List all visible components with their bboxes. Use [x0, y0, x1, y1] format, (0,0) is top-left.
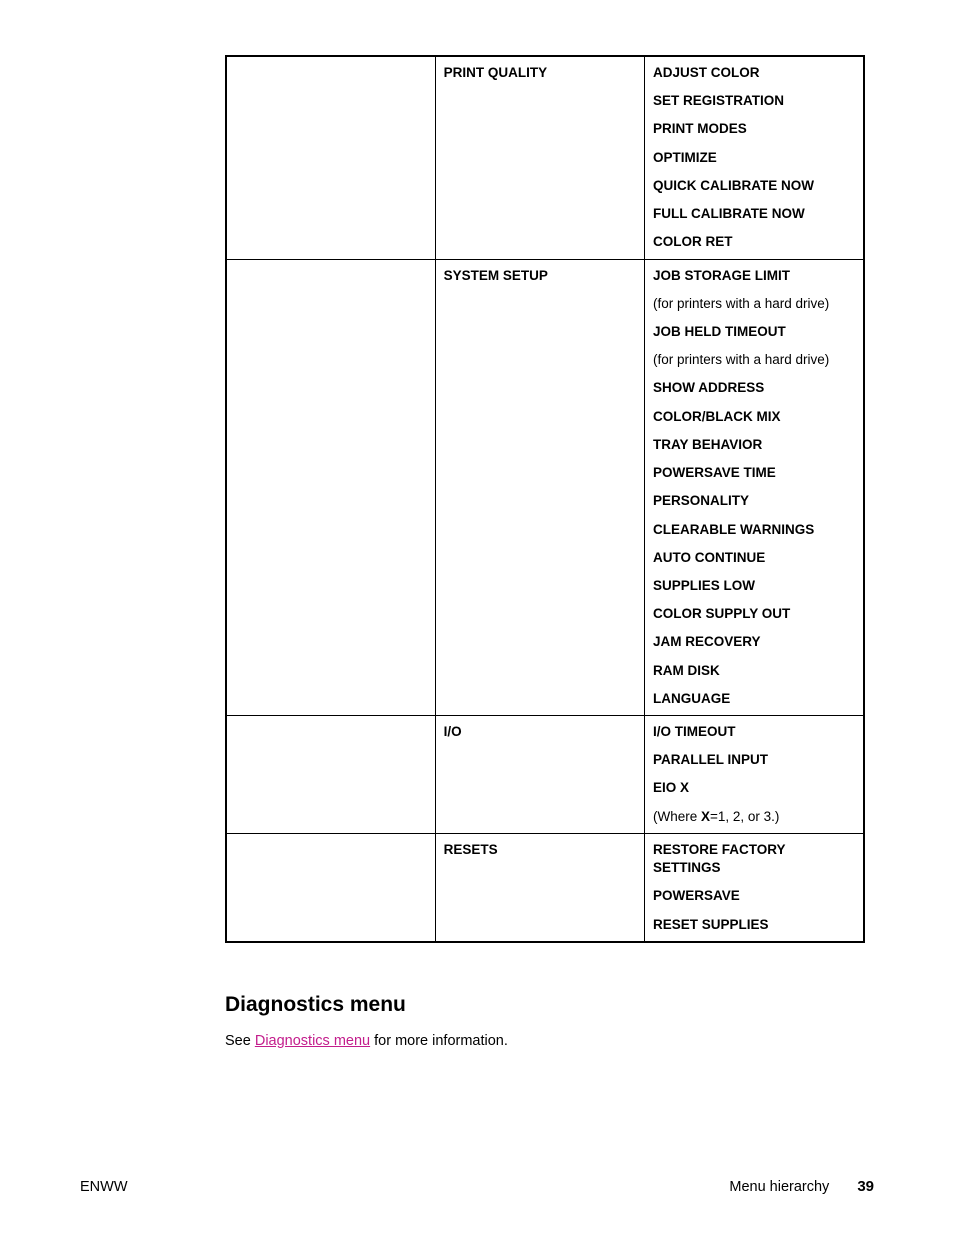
- menu-item: PARALLEL INPUT: [653, 751, 855, 769]
- table-cell-col2: PRINT QUALITY: [435, 56, 644, 259]
- menu-item: EIO X: [653, 779, 855, 797]
- table-cell-col3: I/O TIMEOUT PARALLEL INPUT EIO X (Where X=1…: [644, 716, 864, 834]
- table-cell-col1: [226, 833, 435, 941]
- menu-item: I/O TIMEOUT: [653, 723, 855, 741]
- menu-item: PRINT MODES: [653, 120, 855, 138]
- table-cell-col1: [226, 56, 435, 259]
- menu-item: OPTIMIZE: [653, 149, 855, 167]
- diagnostics-paragraph: See Diagnostics menu for more informatio…: [225, 1031, 874, 1051]
- menu-item: JOB HELD TIMEOUT: [653, 323, 855, 341]
- menu-item: SHOW ADDRESS: [653, 379, 855, 397]
- menu-item: TRAY BEHAVIOR: [653, 436, 855, 454]
- menu-item: RESTORE FACTORY SETTINGS: [653, 841, 855, 877]
- section-heading-diagnostics: Diagnostics menu: [225, 993, 874, 1017]
- table-cell-col3: ADJUST COLOR SET REGISTRATION PRINT MODES O…: [644, 56, 864, 259]
- table-row: PRINT QUALITY ADJUST COLOR SET REGISTRATIO…: [226, 56, 864, 259]
- body-text-before: See: [225, 1033, 255, 1049]
- menu-hierarchy-table: PRINT QUALITY ADJUST COLOR SET REGISTRATIO…: [225, 55, 865, 943]
- menu-item: SUPPLIES LOW: [653, 577, 855, 595]
- menu-item: CLEARABLE WARNINGS: [653, 521, 855, 539]
- table-row: SYSTEM SETUP JOB STORAGE LIMIT (for printe…: [226, 259, 864, 716]
- menu-item: QUICK CALIBRATE NOW: [653, 177, 855, 195]
- menu-item: LANGUAGE: [653, 690, 855, 708]
- table-cell-col2: RESETS: [435, 833, 644, 941]
- body-text-after: for more information.: [370, 1033, 508, 1049]
- menu-item: COLOR SUPPLY OUT: [653, 605, 855, 623]
- menu-item: AUTO CONTINUE: [653, 549, 855, 567]
- menu-item: POWERSAVE TIME: [653, 464, 855, 482]
- menu-item: COLOR RET: [653, 233, 855, 251]
- menu-item: POWERSAVE: [653, 887, 855, 905]
- menu-item: RAM DISK: [653, 662, 855, 680]
- menu-item: (for printers with a hard drive): [653, 351, 855, 369]
- menu-item: SET REGISTRATION: [653, 92, 855, 110]
- page-footer: ENWW Menu hierarchy 39: [80, 1178, 874, 1195]
- menu-item: RESET SUPPLIES: [653, 916, 855, 934]
- menu-item: JOB STORAGE LIMIT: [653, 267, 855, 285]
- menu-item: (Where X=1, 2, or 3.): [653, 808, 855, 826]
- menu-item: ADJUST COLOR: [653, 64, 855, 82]
- footer-page-number: 39: [857, 1178, 874, 1195]
- table-cell-col2: SYSTEM SETUP: [435, 259, 644, 716]
- table-row: I/O I/O TIMEOUT PARALLEL INPUT EIO X (Where …: [226, 716, 864, 834]
- diagnostics-menu-link[interactable]: Diagnostics menu: [255, 1033, 370, 1049]
- menu-item: PERSONALITY: [653, 492, 855, 510]
- table-cell-col2: I/O: [435, 716, 644, 834]
- table-cell-col3: JOB STORAGE LIMIT (for printers with a ha…: [644, 259, 864, 716]
- footer-section-label: Menu hierarchy: [729, 1179, 829, 1195]
- menu-item: FULL CALIBRATE NOW: [653, 205, 855, 223]
- table-cell-col3: RESTORE FACTORY SETTINGS POWERSAVE RESET S…: [644, 833, 864, 941]
- menu-item: JAM RECOVERY: [653, 633, 855, 651]
- table-cell-col1: [226, 716, 435, 834]
- menu-item: (for printers with a hard drive): [653, 295, 855, 313]
- table-cell-col1: [226, 259, 435, 716]
- footer-left: ENWW: [80, 1179, 128, 1195]
- menu-item: COLOR/BLACK MIX: [653, 408, 855, 426]
- table-row: RESETSRESTORE FACTORY SETTINGSPOWERSAVER…: [226, 833, 864, 941]
